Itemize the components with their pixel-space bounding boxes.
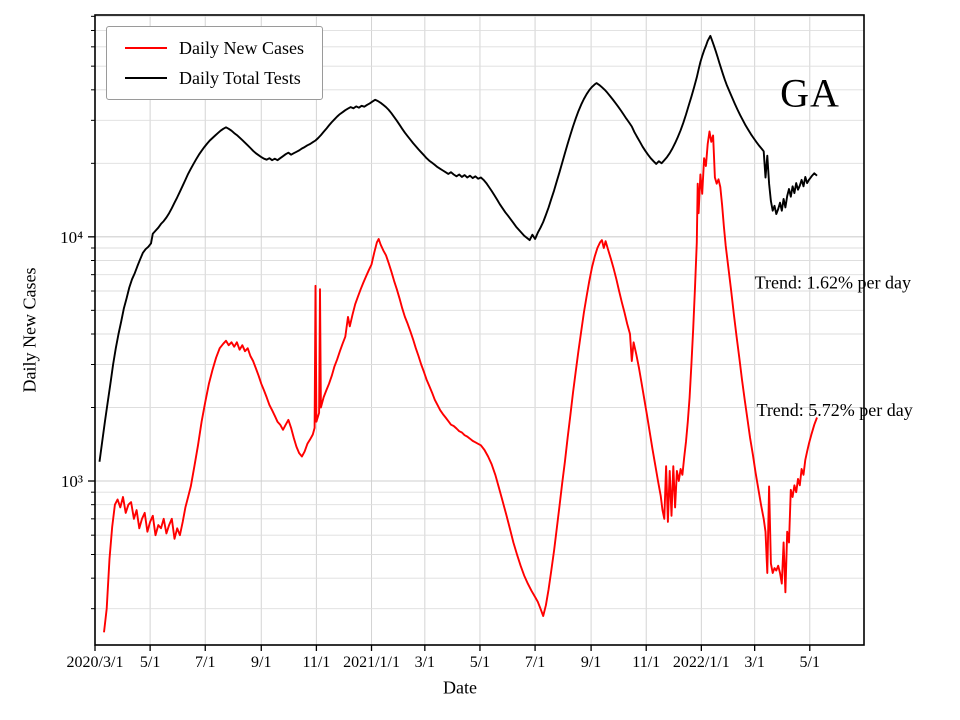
svg-text:3/1: 3/1	[415, 654, 435, 671]
svg-text:11/1: 11/1	[302, 654, 330, 671]
x-axis-label: Date	[443, 677, 477, 698]
annotations: Trend: 1.62% per day Trend: 5.72% per day	[755, 273, 913, 421]
y-tick-labels: 10³ 10⁴	[60, 228, 83, 491]
legend-item-daily-total-tests: Daily Total Tests	[125, 69, 304, 87]
svg-text:9/1: 9/1	[581, 654, 601, 671]
y-axis-label: Daily New Cases	[19, 267, 40, 393]
legend-line-black-icon	[125, 77, 167, 79]
tick-marks	[88, 15, 811, 651]
trend-annotation-0: Trend: 1.62% per day	[755, 273, 911, 293]
svg-text:2022/1/1: 2022/1/1	[673, 654, 730, 671]
svg-text:5/1: 5/1	[140, 654, 160, 671]
svg-text:3/1: 3/1	[744, 654, 764, 671]
legend-item-daily-new-cases: Daily New Cases	[125, 39, 304, 57]
svg-text:2021/1/1: 2021/1/1	[343, 654, 400, 671]
trend-annotation-1: Trend: 5.72% per day	[756, 400, 912, 420]
legend: Daily New Cases Daily Total Tests	[106, 26, 323, 100]
svg-text:10³: 10³	[61, 472, 83, 491]
series-line-1	[98, 34, 818, 462]
svg-text:5/1: 5/1	[470, 654, 490, 671]
x-tick-labels: 2020/3/1 5/1 7/1 9/1 11/1 2021/1/1 3/1 5/1 7/1 9/…	[67, 654, 820, 671]
svg-text:2020/3/1: 2020/3/1	[67, 654, 124, 671]
legend-label-daily-new-cases: Daily New Cases	[179, 38, 304, 58]
chart-title: GA	[780, 70, 840, 116]
svg-text:7/1: 7/1	[525, 654, 545, 671]
svg-text:10⁴: 10⁴	[60, 228, 83, 247]
legend-label-daily-total-tests: Daily Total Tests	[179, 68, 301, 88]
svg-text:9/1: 9/1	[251, 654, 271, 671]
legend-line-red-icon	[125, 47, 167, 49]
gridlines	[94, 15, 864, 645]
svg-text:5/1: 5/1	[800, 654, 820, 671]
series-line-0	[103, 130, 818, 633]
svg-text:11/1: 11/1	[632, 654, 660, 671]
svg-text:7/1: 7/1	[195, 654, 215, 671]
